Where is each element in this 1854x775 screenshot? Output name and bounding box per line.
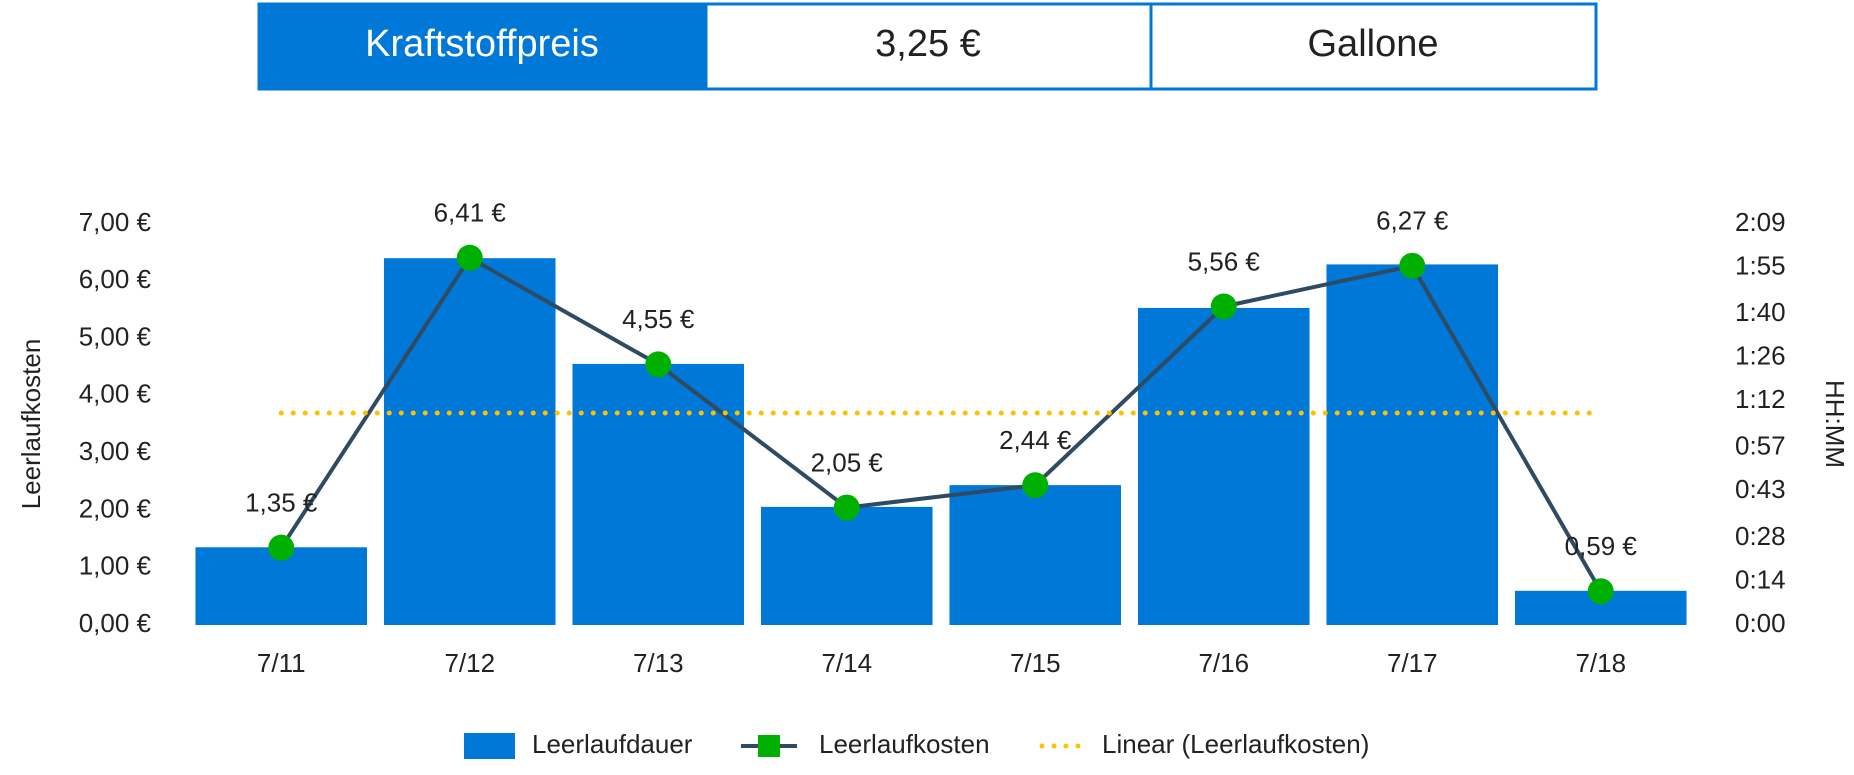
y2-tick-label: 0:00	[1735, 608, 1786, 638]
x-tick-label: 7/12	[444, 648, 495, 678]
x-tick-label: 7/13	[633, 648, 684, 678]
y2-tick-label: 1:26	[1735, 341, 1786, 371]
legend-swatch	[464, 733, 515, 759]
line-marker	[1022, 472, 1049, 499]
header-price-cell	[704, 2, 1153, 91]
bar	[1326, 264, 1499, 625]
line-marker	[268, 534, 295, 561]
x-tick-label: 7/11	[257, 648, 306, 678]
bar	[1137, 307, 1310, 625]
x-tick-label: 7/16	[1198, 648, 1249, 678]
y-tick-label: 1,00 €	[79, 551, 152, 581]
legend-label: Leerlaufkosten	[819, 729, 990, 759]
bar	[572, 363, 745, 625]
y-tick-label: 7,00 €	[79, 207, 152, 237]
y2-tick-label: 0:14	[1735, 564, 1786, 594]
line-marker	[1210, 293, 1237, 320]
data-label: 6,41 €	[434, 198, 507, 228]
x-tick-label: 7/14	[821, 648, 872, 678]
bar	[949, 485, 1122, 625]
data-label: 4,55 €	[622, 304, 695, 334]
x-tick-label: 7/18	[1575, 648, 1626, 678]
line-marker	[456, 244, 483, 271]
data-label: 1,35 €	[245, 488, 318, 518]
header-price: 3,25 €	[875, 23, 981, 65]
x-tick-label: 7/17	[1387, 648, 1438, 678]
data-label: 0,59 €	[1565, 531, 1638, 561]
y-tick-label: 0,00 €	[79, 608, 152, 638]
header-unit-cell	[1149, 2, 1598, 91]
line-marker	[1399, 252, 1426, 279]
y-tick-label: 4,00 €	[79, 379, 152, 409]
line	[279, 255, 1603, 593]
line-marker	[645, 351, 672, 378]
data-label: 2,05 €	[811, 447, 884, 477]
y2-tick-label: 0:28	[1735, 521, 1786, 551]
y-axis-title: Leerlaufkosten	[16, 339, 46, 510]
data-label: 2,44 €	[999, 425, 1072, 455]
y-tick-label: 2,00 €	[79, 493, 152, 523]
y2-tick-label: 1:55	[1735, 250, 1786, 280]
y2-tick-label: 1:12	[1735, 384, 1786, 414]
header-label-cell	[257, 2, 708, 91]
x-tick-label: 7/15	[1010, 648, 1061, 678]
bar	[383, 258, 556, 625]
y2-tick-label: 0:43	[1735, 474, 1786, 504]
data-label: 6,27 €	[1376, 206, 1449, 236]
header-unit: Gallone	[1308, 23, 1439, 65]
y-tick-label: 5,00 €	[79, 321, 152, 351]
y2-tick-label: 1:40	[1735, 297, 1786, 327]
legend-swatch	[758, 735, 780, 757]
legend-label: Linear (Leerlaufkosten)	[1102, 729, 1369, 759]
header-label: Kraftstoffpreis	[365, 23, 599, 65]
y2-tick-label: 2:09	[1735, 207, 1786, 237]
bar	[760, 506, 933, 625]
legend-label: Leerlaufdauer	[532, 729, 693, 759]
y2-tick-label: 0:57	[1735, 431, 1786, 461]
line-marker	[833, 494, 860, 521]
y2-axis-title: HH:MM	[1820, 380, 1850, 468]
y-tick-label: 3,00 €	[79, 436, 152, 466]
y-tick-label: 6,00 €	[79, 264, 152, 294]
line-marker	[1587, 578, 1614, 605]
data-label: 5,56 €	[1188, 246, 1261, 276]
